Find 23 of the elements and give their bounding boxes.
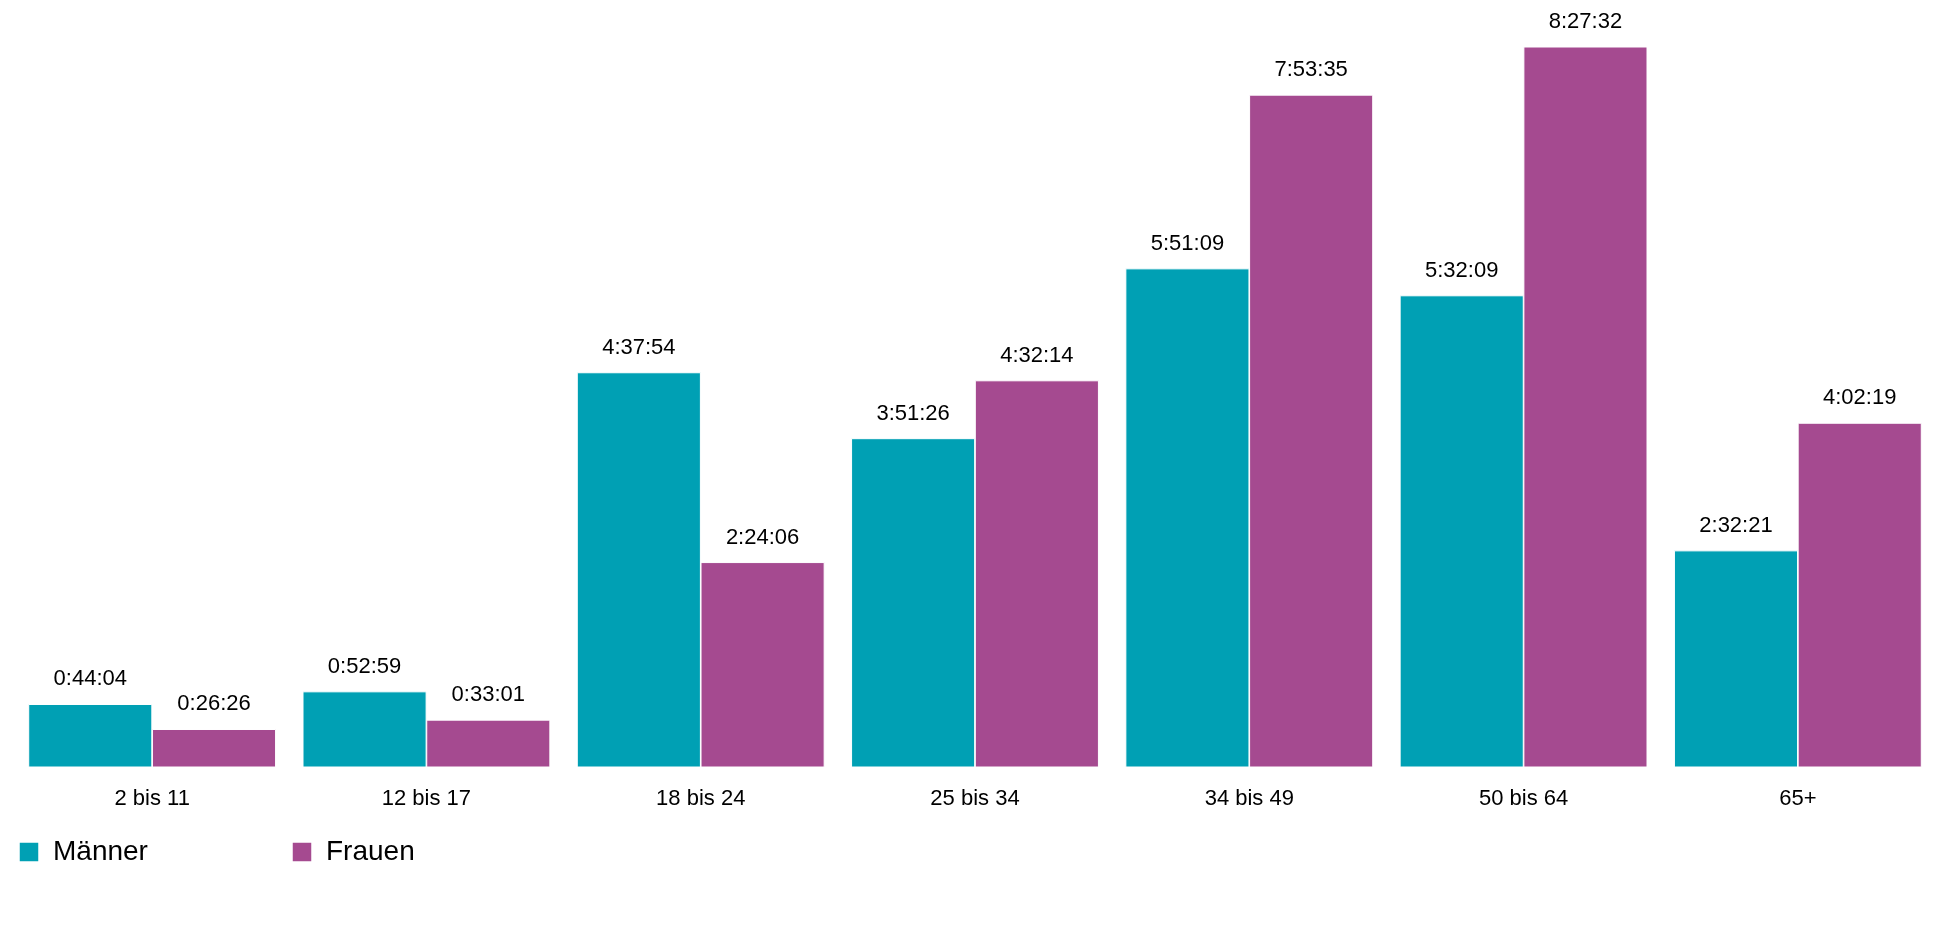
data-label: 0:44:04 xyxy=(53,665,127,691)
data-label: 4:02:19 xyxy=(1823,384,1897,410)
data-label: 4:37:54 xyxy=(602,333,676,359)
data-label: 0:26:26 xyxy=(177,690,251,716)
legend-label: Männer xyxy=(53,835,148,866)
data-label: 3:51:26 xyxy=(876,399,950,425)
x-tick-label: 25 bis 34 xyxy=(930,784,1020,810)
data-label: 2:32:21 xyxy=(1699,511,1773,537)
legend-label: Frauen xyxy=(326,835,415,866)
x-tick-label: 2 bis 11 xyxy=(114,784,190,810)
x-tick-label: 12 bis 17 xyxy=(381,784,472,810)
data-label: 2:24:06 xyxy=(725,523,800,549)
x-tick-label: 34 bis 49 xyxy=(1204,784,1294,810)
data-label: 8:27:32 xyxy=(1548,8,1623,33)
data-label: 7:53:35 xyxy=(1274,56,1348,82)
x-tick-label: 18 bis 24 xyxy=(656,784,746,810)
data-label: 5:32:09 xyxy=(1425,256,1499,282)
x-tick-label: 50 bis 64 xyxy=(1478,784,1569,810)
data-label: 5:51:09 xyxy=(1150,229,1225,255)
data-label: 0:33:01 xyxy=(451,681,525,707)
data-label: 0:52:59 xyxy=(327,652,402,678)
x-tick-label: 65+ xyxy=(1779,784,1817,810)
data-label: 4:32:14 xyxy=(1000,341,1074,367)
